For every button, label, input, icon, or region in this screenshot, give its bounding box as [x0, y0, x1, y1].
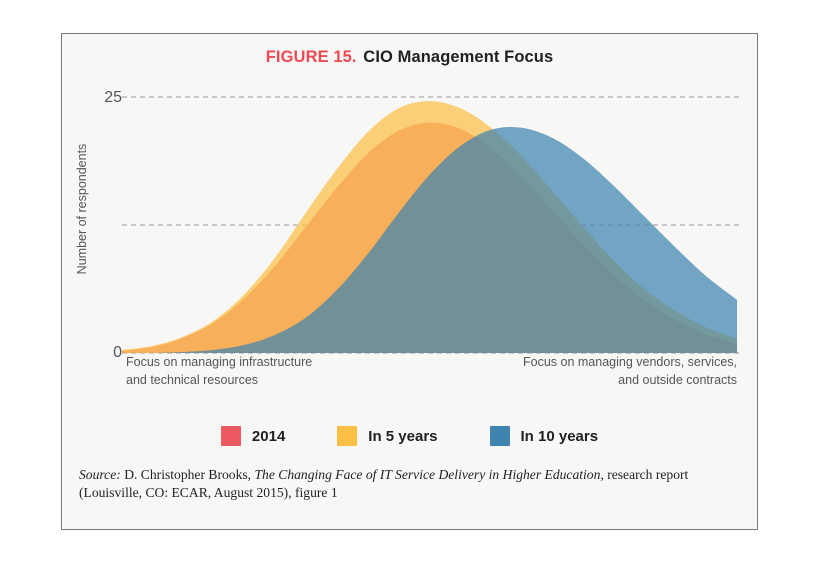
figure-title-text: CIO Management Focus [363, 48, 554, 66]
x-axis-left-label-line2: and technical resources [126, 372, 259, 387]
legend-swatch-icon [220, 426, 241, 446]
legend-label: 2014 [251, 427, 286, 445]
legend-label: In 10 years [520, 427, 599, 445]
x-axis-right-label: Focus on managing vendors, services, and… [437, 354, 737, 390]
legend-item[interactable]: In 10 years [489, 426, 599, 446]
legend-swatch-icon [337, 426, 358, 446]
series-area [122, 126, 737, 353]
legend-swatch-icon [489, 426, 510, 446]
x-axis-left-label: Focus on managing infrastructure and tec… [126, 354, 406, 390]
y-axis-title: Number of respondents [75, 143, 89, 275]
x-axis-left-label-line1: Focus on managing infrastructure [126, 355, 313, 369]
legend-item[interactable]: 2014 [220, 426, 286, 446]
y-tick-label-0: 0 [113, 344, 122, 361]
figure-panel: FIGURE 15. CIO Management Focus 25 0 Num… [61, 33, 758, 530]
series-areas [122, 101, 737, 353]
source-label: Source: [79, 467, 121, 482]
page-title: FIGURE 15. CIO Management Focus [62, 48, 757, 67]
legend-item[interactable]: In 5 years [337, 426, 438, 446]
x-axis-right-label-line1: Focus on managing vendors, services, [523, 355, 737, 369]
x-axis-right-label-line2: and outside contracts [618, 372, 737, 387]
source-note: Source: D. Christopher Brooks, The Chang… [79, 466, 743, 502]
chart-legend: 2014 In 5 years In 10 years [62, 426, 757, 446]
chart-area [122, 96, 741, 354]
figure-number: FIGURE 15. [265, 48, 357, 66]
y-tick-label-25: 25 [104, 89, 122, 106]
source-rest: , research report (Louisville, CO: ECAR,… [79, 467, 689, 501]
legend-label: In 5 years [368, 427, 438, 445]
source-author: D. Christopher Brooks, [124, 467, 252, 482]
source-work-title: The Changing Face of IT Service Delivery… [254, 467, 601, 482]
